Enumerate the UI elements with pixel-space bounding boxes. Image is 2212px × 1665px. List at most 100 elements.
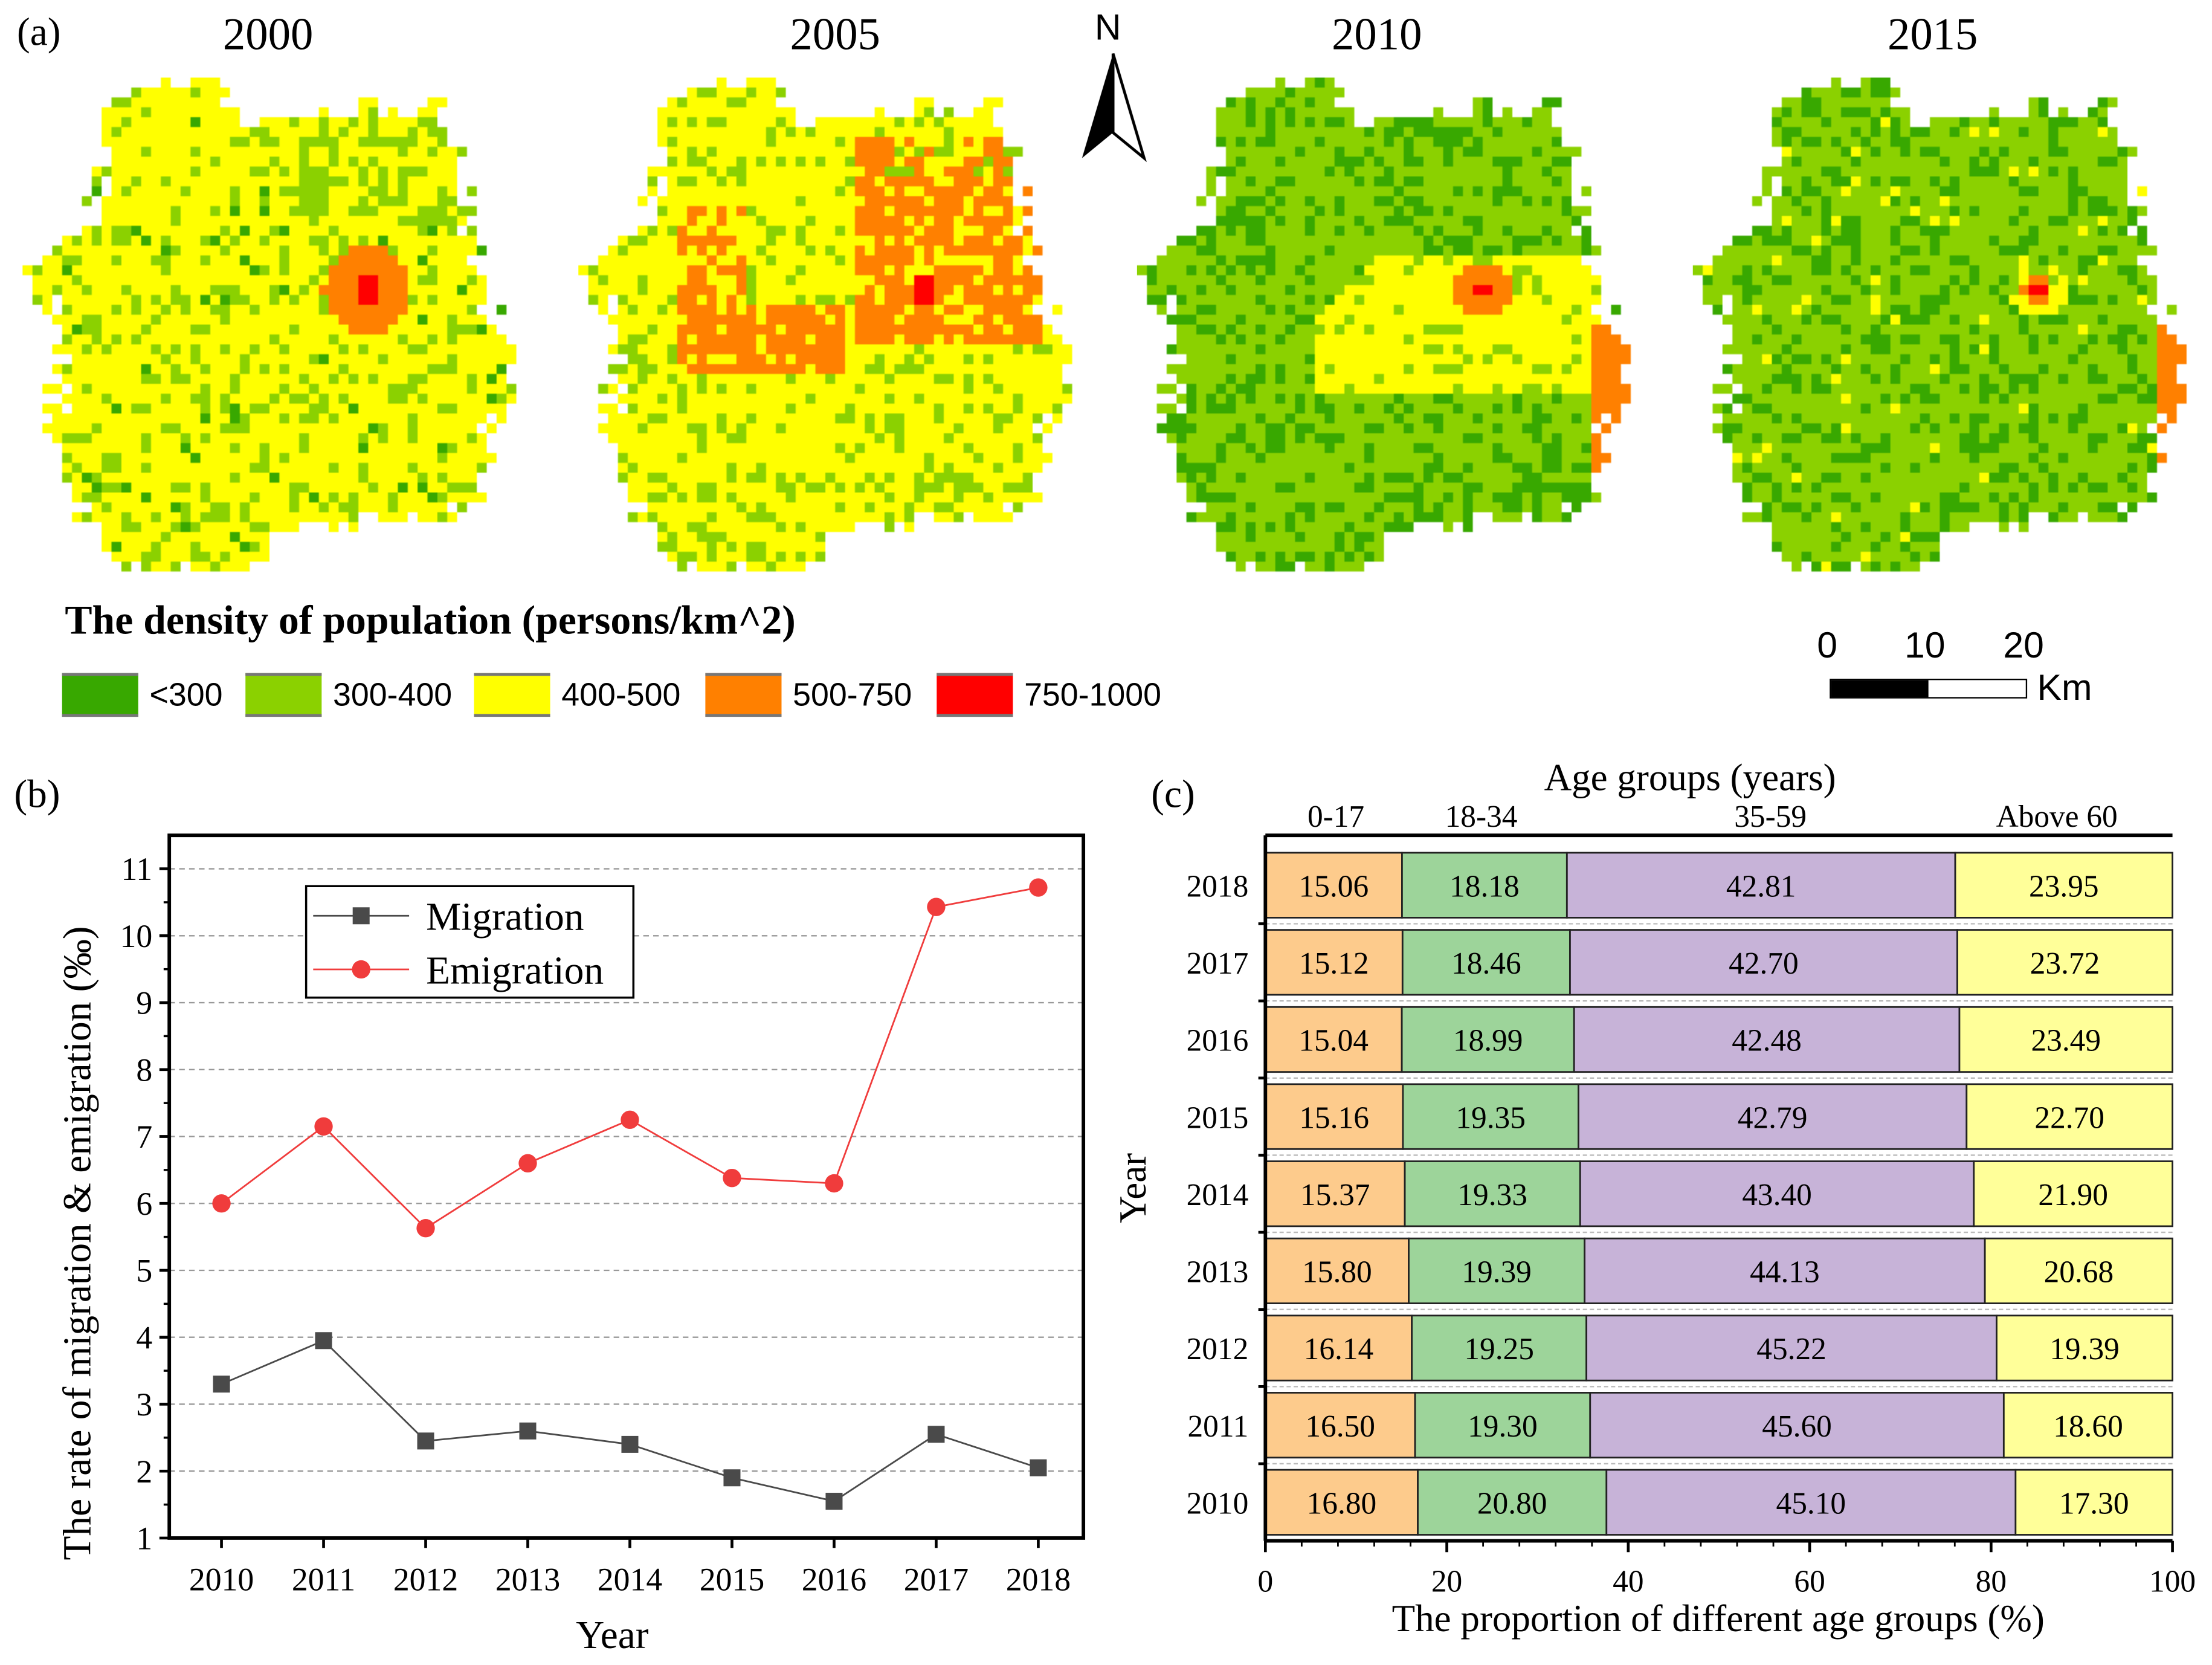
north-label: N	[1094, 5, 1121, 48]
bar-segment-above-60	[1956, 929, 2173, 996]
x-tick-label: 60	[1794, 1565, 1825, 1599]
data-point-migration	[825, 1493, 843, 1510]
series-line-migration	[221, 1339, 1039, 1502]
bar-value-label: 45.10	[1776, 1486, 1846, 1521]
bar-value-label: 15.80	[1302, 1255, 1372, 1290]
age-group-bar-chart: Age groups (years) 0-17 18-34 35-59 Above 60…	[1112, 756, 2196, 1640]
bar-segment-0-17	[1264, 1392, 1416, 1459]
x-tick-label: 2017	[904, 1561, 969, 1597]
bar-segment-18-34	[1401, 929, 1571, 996]
bar-segment-above-60	[1954, 852, 2173, 919]
bar-segment-18-34	[1401, 852, 1568, 919]
bar-segment-above-60	[1973, 1160, 2173, 1227]
bar-segment-0-17	[1264, 1469, 1419, 1536]
map-year-2010: 2010	[1332, 8, 1422, 60]
y-tick-label: 2016	[1187, 1024, 1249, 1058]
data-point-emigration	[1029, 878, 1048, 897]
population-density-map-2015	[1692, 77, 2201, 586]
scale-bar	[1830, 679, 2028, 699]
data-point-migration	[927, 1426, 945, 1443]
y-tick-label: 2011	[1187, 1409, 1248, 1444]
x-tick-label: 40	[1613, 1565, 1643, 1599]
legend-item-500-750: 500-750	[705, 673, 912, 717]
bar-value-label: 16.80	[1307, 1486, 1377, 1521]
legend-label: 500-750	[793, 676, 912, 713]
bar-segment-0-17	[1264, 1314, 1413, 1382]
legend-item-400-500: 400-500	[474, 673, 680, 717]
legend-swatch	[62, 673, 138, 717]
bar-value-label: 18.99	[1453, 1024, 1523, 1058]
bar-value-label: 19.35	[1456, 1101, 1526, 1135]
scale-unit: Km	[2037, 666, 2092, 709]
plot-frame	[167, 833, 1086, 1540]
x-tick-label: 2010	[189, 1561, 254, 1597]
data-point-emigration	[927, 897, 946, 916]
x-axis-title: The proportion of different age groups (…	[1392, 1597, 2045, 1640]
legend-marker-circle	[352, 960, 370, 979]
bar-value-label: 19.39	[1462, 1255, 1532, 1290]
legend: Migration Emigration	[305, 885, 635, 999]
bar-segment-18-34	[1417, 1469, 1608, 1536]
bar-value-label: 15.04	[1298, 1024, 1369, 1058]
bar-value-label: 20.80	[1477, 1486, 1547, 1521]
bar-value-label: 18.46	[1451, 946, 1521, 981]
legend-swatch	[474, 673, 550, 717]
bar-segment-35-59	[1565, 852, 1956, 919]
y-tick-label: 2	[136, 1453, 152, 1490]
x-tick-label: 2018	[1006, 1561, 1071, 1597]
y-tick-label: 7	[136, 1119, 152, 1155]
scale-tick-20: 20	[2003, 623, 2044, 667]
bar-value-label: 16.14	[1304, 1332, 1374, 1366]
population-density-map-2005	[578, 77, 1086, 586]
legend-label-migration: Migration	[426, 896, 584, 939]
bar-value-label: 42.70	[1729, 946, 1799, 981]
age-group-header: 0-17	[1308, 800, 1364, 834]
data-point-emigration	[212, 1194, 231, 1213]
bar-value-label: 19.33	[1457, 1178, 1527, 1212]
bar-segment-above-60	[1996, 1314, 2173, 1382]
bar-value-label: 20.68	[2044, 1255, 2114, 1290]
bar-segment-35-59	[1585, 1314, 1998, 1382]
legend-swatch	[245, 673, 322, 717]
legend-item-lt300: <300	[62, 673, 223, 717]
legend-label-emigration: Emigration	[426, 949, 604, 992]
legend-label: 400-500	[561, 676, 681, 713]
data-point-emigration	[621, 1110, 639, 1130]
x-tick-label: 2013	[495, 1561, 560, 1597]
bar-value-label: 42.79	[1738, 1101, 1808, 1135]
bar-value-label: 23.95	[2029, 869, 2099, 904]
bar-value-label: 43.40	[1742, 1178, 1812, 1212]
data-point-emigration	[518, 1154, 537, 1172]
bar-value-label: 19.39	[2049, 1332, 2120, 1366]
x-tick-label: 2015	[700, 1561, 764, 1597]
y-tick-label: 10	[120, 918, 152, 954]
bar-segment-above-60	[1984, 1237, 2173, 1304]
scale-tick-10: 10	[1904, 623, 1946, 667]
map-year-2015: 2015	[1887, 8, 1978, 60]
population-density-map-2010	[1137, 77, 1645, 586]
population-density-map-2000	[22, 77, 530, 586]
y-tick-label: 9	[136, 985, 152, 1021]
legend-label: 300-400	[333, 676, 453, 713]
data-point-emigration	[825, 1174, 843, 1193]
bar-value-label: 23.72	[2030, 946, 2100, 981]
y-tick-label: 5	[136, 1253, 152, 1289]
bar-segment-0-17	[1264, 852, 1403, 919]
bar-segment-above-60	[1958, 1006, 2173, 1073]
bar-segment-35-59	[1578, 1083, 1968, 1150]
legend-title: The density of population (persons/km^2)	[65, 598, 796, 644]
migration-line-chart: 1 2 3 4 5 6 7 8 9 10 11 2010 2011 2012 2013 2014 2015 201…	[56, 833, 1086, 1657]
legend-label: <300	[149, 676, 223, 713]
scale-bar-fill	[1831, 680, 1929, 697]
age-group-header: 35-59	[1734, 800, 1807, 834]
legend-swatch	[937, 673, 1013, 717]
x-tick-label: 20	[1431, 1565, 1462, 1599]
bar-value-label: 15.06	[1299, 869, 1369, 904]
data-point-migration	[621, 1435, 639, 1453]
data-point-migration	[519, 1422, 537, 1440]
y-tick-label: 2012	[1187, 1332, 1249, 1366]
bar-segment-0-17	[1264, 1083, 1404, 1150]
bar-segment-35-59	[1579, 1160, 1975, 1227]
bar-segment-35-59	[1584, 1237, 1986, 1304]
